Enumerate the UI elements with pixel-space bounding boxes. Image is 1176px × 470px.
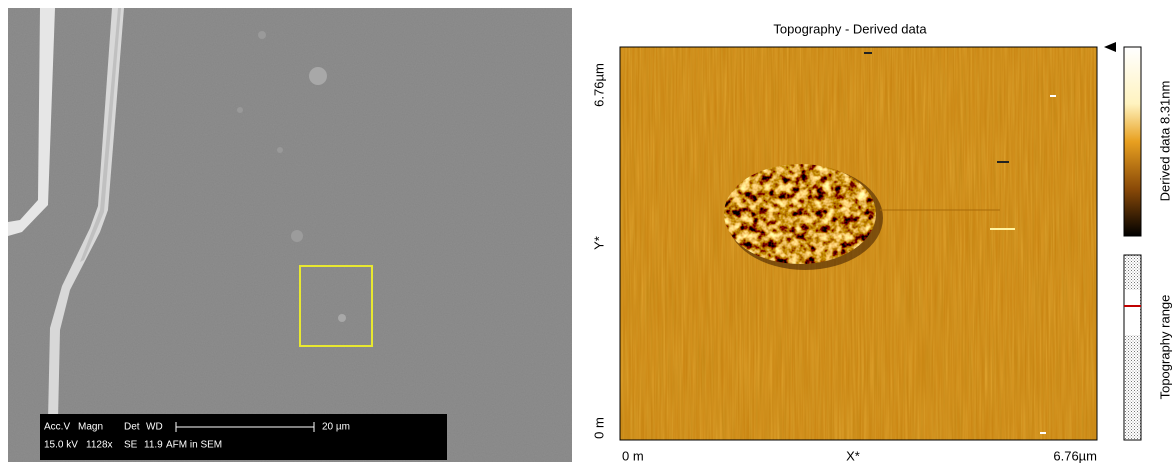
info-label: WD: [146, 422, 163, 433]
x-axis-label: X*: [846, 448, 860, 463]
figure: Acc.V Magn Det WD 15.0 kV 1128x SE 11.9 …: [0, 0, 1176, 470]
y-axis-min: 0 m: [591, 417, 606, 439]
scale-label: 20 µm: [322, 422, 350, 433]
info-label: Acc.V: [44, 422, 70, 433]
y-axis-label: Y*: [591, 236, 606, 250]
info-label: Magn: [78, 422, 103, 433]
x-axis-max: 6.76µm: [1053, 448, 1097, 463]
info-value: SE: [124, 440, 138, 451]
colorbar-label: Derived data 8.31nm: [1157, 81, 1172, 202]
afm-title: Topography - Derived data: [773, 21, 927, 36]
info-value: 1128x: [86, 440, 113, 451]
afm-image: [620, 47, 1097, 440]
y-axis-max: 6.76µm: [591, 63, 606, 107]
range-bar: [1124, 255, 1141, 440]
sem-image: [8, 8, 572, 462]
info-note: AFM in SEM: [166, 440, 222, 451]
x-axis-min: 0 m: [622, 448, 644, 463]
info-value: 15.0 kV: [44, 440, 78, 451]
info-value: 11.9: [144, 440, 163, 451]
range-marker: [1104, 42, 1116, 52]
range-bar-label: Topography range: [1157, 295, 1172, 400]
sem-info-bar: Acc.V Magn Det WD 15.0 kV 1128x SE 11.9 …: [40, 414, 447, 460]
colorbar: [1124, 47, 1141, 236]
info-label: Det: [124, 422, 140, 433]
